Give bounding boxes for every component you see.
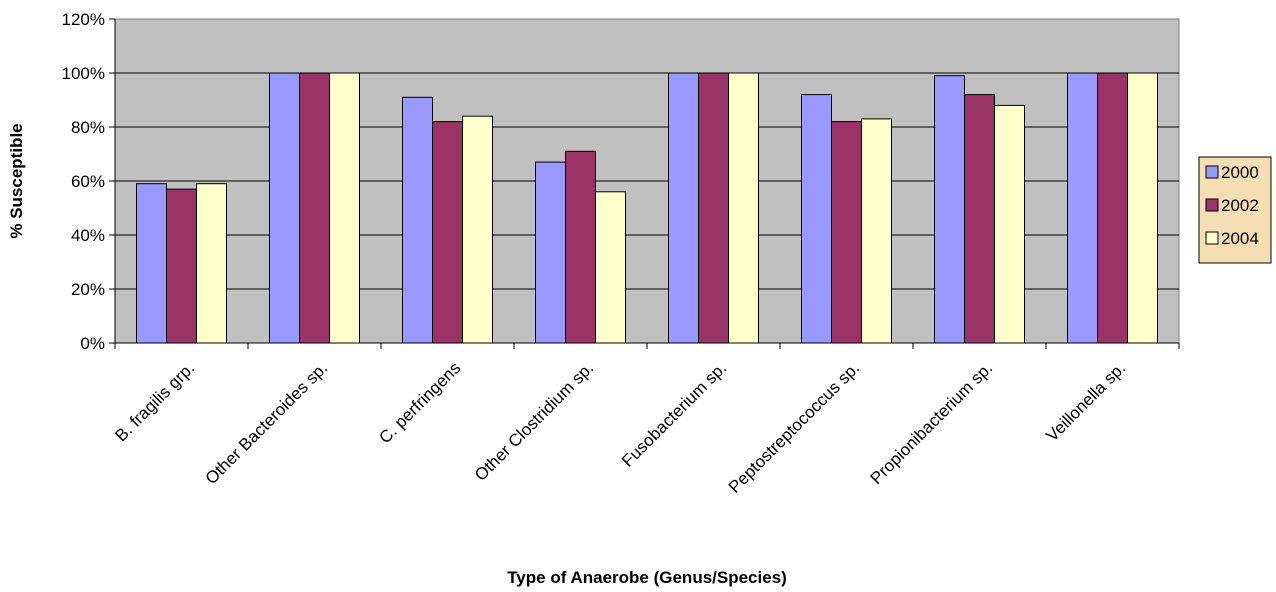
x-category-label: C. perfringens (375, 358, 464, 447)
y-tick-label: 40% (71, 226, 105, 245)
legend-label-2004: 2004 (1221, 229, 1259, 248)
bar-2004 (329, 72, 360, 344)
bar-2004 (861, 118, 892, 344)
y-tick-label: 80% (71, 118, 105, 137)
y-tick-label: 120% (62, 10, 105, 29)
bar-2004 (196, 183, 227, 344)
legend-label-2002: 2002 (1221, 196, 1259, 215)
x-category-labels: B. fragilis grp. Other Bacteroides sp. C. … (111, 358, 1129, 496)
y-tick-label: 0% (80, 334, 105, 353)
bar-2000 (668, 72, 699, 344)
bar-2004 (728, 72, 759, 344)
x-category-label: Veillonella sp. (1042, 358, 1129, 445)
legend-label-2000: 2000 (1221, 163, 1259, 182)
bar-2002 (1097, 72, 1128, 344)
bar-2002 (565, 150, 596, 344)
bar-2000 (535, 161, 566, 344)
y-tick-label: 100% (62, 64, 105, 83)
legend: 2000 2002 2004 (1198, 156, 1272, 264)
bar-2002 (831, 121, 862, 344)
bar-2004 (1127, 72, 1158, 344)
bar-2004 (462, 115, 493, 344)
x-category-label: Fusobacterium sp. (618, 358, 730, 470)
y-tick-labels: 0% 20% 40% 60% 80% 100% 120% (62, 10, 105, 353)
x-category-label: Peptostreptococcus sp. (725, 358, 863, 496)
bar-2000 (801, 94, 832, 344)
x-category-label: Propionibacterium sp. (867, 358, 997, 488)
x-axis-title: Type of Anaerobe (Genus/Species) (507, 568, 787, 587)
legend-swatch-2002 (1205, 198, 1219, 212)
x-category-label: Other Clostridium sp. (471, 358, 597, 484)
legend-swatch-2004 (1205, 231, 1219, 245)
y-tick-label: 60% (71, 172, 105, 191)
bar-2000 (402, 96, 433, 344)
bars (136, 72, 1158, 344)
bar-2000 (934, 75, 965, 344)
bar-2002 (432, 121, 463, 344)
bar-2002 (964, 94, 995, 344)
bar-2000 (269, 72, 300, 344)
y-tick-label: 20% (71, 280, 105, 299)
bar-2002 (166, 188, 197, 344)
bar-2002 (698, 72, 729, 344)
bar-2000 (136, 183, 167, 344)
y-axis-title: % Susceptible (7, 123, 26, 238)
x-category-label: Other Bacteroides sp. (202, 358, 332, 488)
bar-2004 (994, 104, 1025, 344)
bar-2002 (299, 72, 330, 344)
x-category-label: B. fragilis grp. (111, 358, 198, 445)
bar-2000 (1067, 72, 1098, 344)
legend-swatch-2000 (1205, 165, 1219, 179)
bar-2004 (595, 191, 626, 344)
axes (109, 18, 1180, 349)
